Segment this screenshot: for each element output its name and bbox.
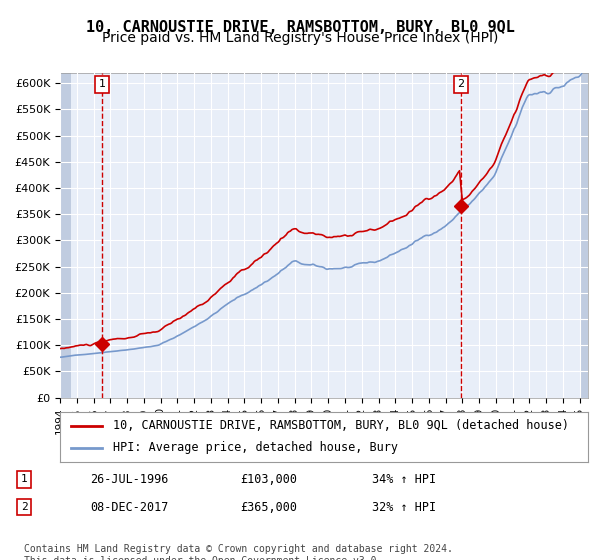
Text: 2: 2 bbox=[457, 80, 464, 89]
Text: £103,000: £103,000 bbox=[240, 473, 297, 486]
Text: Price paid vs. HM Land Registry's House Price Index (HPI): Price paid vs. HM Land Registry's House … bbox=[102, 31, 498, 45]
Text: 08-DEC-2017: 08-DEC-2017 bbox=[90, 501, 169, 514]
Text: 1: 1 bbox=[20, 474, 28, 484]
Text: 10, CARNOUSTIE DRIVE, RAMSBOTTOM, BURY, BL0 9QL: 10, CARNOUSTIE DRIVE, RAMSBOTTOM, BURY, … bbox=[86, 20, 514, 35]
Text: 26-JUL-1996: 26-JUL-1996 bbox=[90, 473, 169, 486]
Text: HPI: Average price, detached house, Bury: HPI: Average price, detached house, Bury bbox=[113, 441, 398, 454]
Text: 2: 2 bbox=[20, 502, 28, 512]
Text: 1: 1 bbox=[98, 80, 106, 89]
Text: 10, CARNOUSTIE DRIVE, RAMSBOTTOM, BURY, BL0 9QL (detached house): 10, CARNOUSTIE DRIVE, RAMSBOTTOM, BURY, … bbox=[113, 419, 569, 432]
Text: 32% ↑ HPI: 32% ↑ HPI bbox=[372, 501, 436, 514]
Text: £365,000: £365,000 bbox=[240, 501, 297, 514]
Text: 34% ↑ HPI: 34% ↑ HPI bbox=[372, 473, 436, 486]
Text: Contains HM Land Registry data © Crown copyright and database right 2024.
This d: Contains HM Land Registry data © Crown c… bbox=[24, 544, 453, 560]
